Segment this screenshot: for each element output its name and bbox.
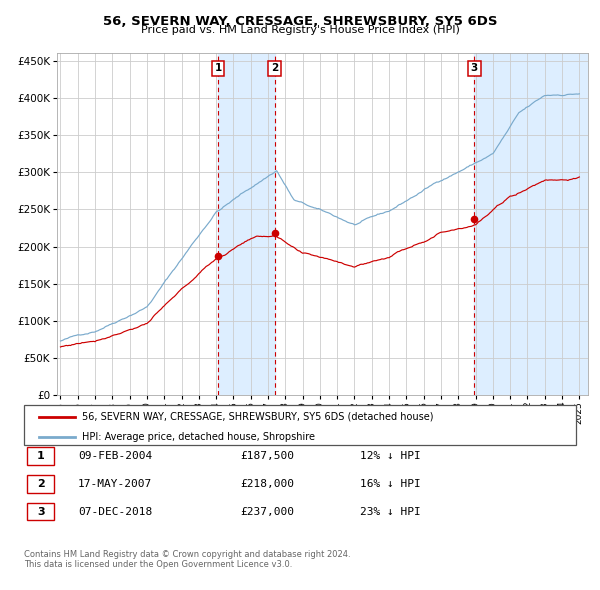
Text: £237,000: £237,000 <box>240 507 294 516</box>
Text: 09-FEB-2004: 09-FEB-2004 <box>78 451 152 461</box>
Text: 07-DEC-2018: 07-DEC-2018 <box>78 507 152 516</box>
Bar <box>475 53 588 395</box>
Text: 17-MAY-2007: 17-MAY-2007 <box>78 479 152 489</box>
Text: Price paid vs. HM Land Registry's House Price Index (HPI): Price paid vs. HM Land Registry's House … <box>140 25 460 35</box>
Text: 56, SEVERN WAY, CRESSAGE, SHREWSBURY, SY5 6DS (detached house): 56, SEVERN WAY, CRESSAGE, SHREWSBURY, SY… <box>82 412 434 422</box>
Text: 2: 2 <box>271 64 278 74</box>
Text: 16% ↓ HPI: 16% ↓ HPI <box>360 479 421 489</box>
Text: Contains HM Land Registry data © Crown copyright and database right 2024.: Contains HM Land Registry data © Crown c… <box>24 550 350 559</box>
Text: This data is licensed under the Open Government Licence v3.0.: This data is licensed under the Open Gov… <box>24 559 292 569</box>
Text: 1: 1 <box>214 64 221 74</box>
Text: 23% ↓ HPI: 23% ↓ HPI <box>360 507 421 516</box>
Text: 3: 3 <box>37 507 44 516</box>
Text: £187,500: £187,500 <box>240 451 294 461</box>
Text: HPI: Average price, detached house, Shropshire: HPI: Average price, detached house, Shro… <box>82 432 315 442</box>
Text: 56, SEVERN WAY, CRESSAGE, SHREWSBURY, SY5 6DS: 56, SEVERN WAY, CRESSAGE, SHREWSBURY, SY… <box>103 15 497 28</box>
Text: £218,000: £218,000 <box>240 479 294 489</box>
Text: 3: 3 <box>471 64 478 74</box>
Text: 1: 1 <box>37 451 44 461</box>
Text: 2: 2 <box>37 479 44 489</box>
Bar <box>218 53 275 395</box>
Text: 12% ↓ HPI: 12% ↓ HPI <box>360 451 421 461</box>
